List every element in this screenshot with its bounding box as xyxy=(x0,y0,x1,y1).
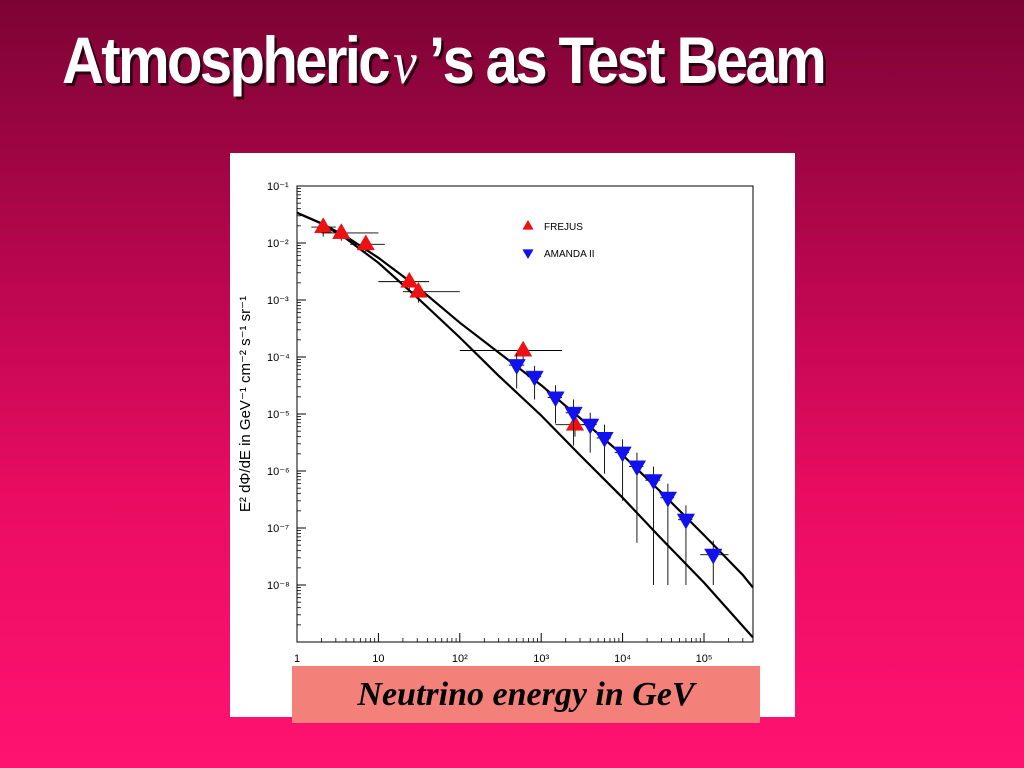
x-tick-label: 10 xyxy=(372,653,384,665)
model-curve xyxy=(296,211,754,639)
amanda-point xyxy=(644,474,663,490)
y-axis-label: E² dΦ/dE in GeV⁻¹ cm⁻² s⁻¹ sr⁻¹ xyxy=(237,296,254,512)
frejus-point xyxy=(332,223,351,239)
slide-title: Atmosphericν’s as Test Beam xyxy=(62,22,827,98)
amanda-point xyxy=(676,513,696,530)
amanda-point xyxy=(564,406,583,423)
y-tick-label: 10⁻⁵ xyxy=(267,409,290,421)
caption-box: Neutrino energy in GeV xyxy=(292,666,760,723)
legend-label: AMANDA II xyxy=(544,249,595,260)
y-tick-label: 10⁻⁸ xyxy=(267,580,290,592)
amanda-point xyxy=(658,491,678,508)
amanda-point xyxy=(507,359,526,375)
title-text-after: ’s as Test Beam xyxy=(429,23,827,97)
y-tick-label: 10⁻⁷ xyxy=(267,523,289,535)
caption-text: Neutrino energy in GeV xyxy=(357,675,695,713)
nu-symbol: ν xyxy=(393,30,417,96)
legend-marker xyxy=(522,219,534,230)
x-tick-label: 1 xyxy=(294,653,300,665)
title-text-before: Atmospheric xyxy=(62,23,391,97)
frejus-point xyxy=(514,340,533,357)
x-tick-label: 10³ xyxy=(533,653,549,665)
legend-label: FREJUS xyxy=(544,222,583,233)
amanda-point xyxy=(627,460,647,477)
y-tick-label: 10⁻³ xyxy=(267,295,289,307)
amanda-point xyxy=(595,432,614,448)
y-tick-label: 10⁻¹ xyxy=(267,181,289,193)
frejus-point xyxy=(400,271,419,288)
flux-chart: 1 10 10² 10³ 10⁴ 10⁵ 10⁻¹ 10⁻² 10⁻³ 10⁻⁴ 10⁻⁵ 10⁻⁶ 1… xyxy=(237,181,754,665)
y-tick-label: 10⁻⁶ xyxy=(267,466,290,478)
x-tick-label: 10⁴ xyxy=(614,653,631,665)
amanda-point xyxy=(525,370,544,387)
amanda-point xyxy=(581,418,600,435)
frejus-point xyxy=(314,217,333,234)
x-tick-label: 10² xyxy=(452,653,468,665)
frejus-point xyxy=(409,281,428,298)
chart-panel: 1 10 10² 10³ 10⁴ 10⁵ 10⁻¹ 10⁻² 10⁻³ 10⁻⁴ 10⁻⁵ 10⁻⁶ 1… xyxy=(230,153,795,717)
amanda-point xyxy=(546,391,565,408)
frejus-point xyxy=(356,234,375,251)
x-tick-label: 10⁵ xyxy=(696,653,713,665)
frejus-point xyxy=(565,414,585,431)
amanda-point xyxy=(704,548,723,565)
legend-marker xyxy=(522,249,534,260)
amanda-point xyxy=(613,446,632,463)
y-tick-label: 10⁻² xyxy=(267,238,289,250)
y-tick-label: 10⁻⁴ xyxy=(267,352,290,364)
